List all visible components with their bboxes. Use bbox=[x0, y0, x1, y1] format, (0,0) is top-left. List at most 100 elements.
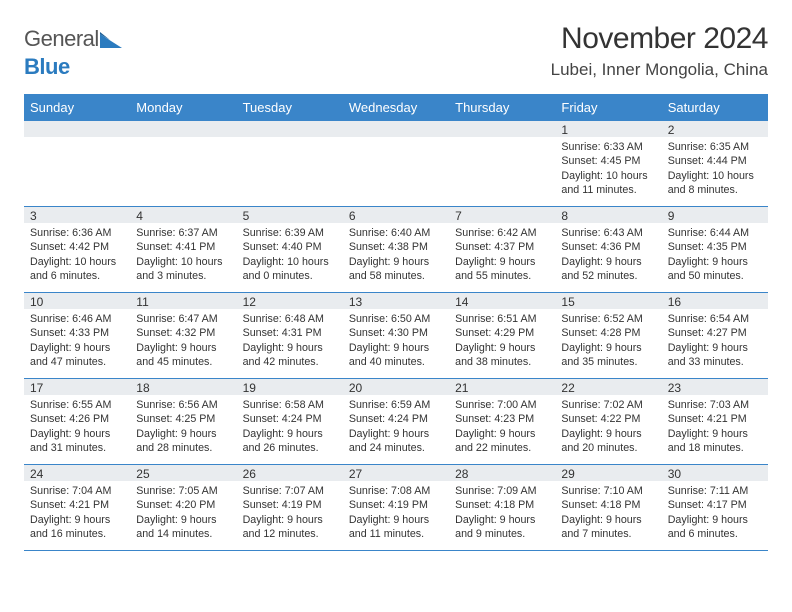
day-number bbox=[24, 121, 130, 137]
flag-icon bbox=[100, 28, 122, 54]
day-details: Sunrise: 6:37 AMSunset: 4:41 PMDaylight:… bbox=[130, 223, 236, 288]
day-number: 9 bbox=[662, 207, 768, 223]
weekday-header: Saturday bbox=[662, 95, 768, 121]
brand-name-part2: Blue bbox=[24, 54, 70, 79]
title-block: November 2024 Lubei, Inner Mongolia, Chi… bbox=[551, 22, 768, 80]
weekday-header: Tuesday bbox=[237, 95, 343, 121]
day-number: 22 bbox=[555, 379, 661, 395]
calendar-day-cell: 9Sunrise: 6:44 AMSunset: 4:35 PMDaylight… bbox=[662, 207, 768, 293]
day-number: 30 bbox=[662, 465, 768, 481]
calendar-head: SundayMondayTuesdayWednesdayThursdayFrid… bbox=[24, 95, 768, 121]
day-number bbox=[449, 121, 555, 137]
day-number: 20 bbox=[343, 379, 449, 395]
day-number: 24 bbox=[24, 465, 130, 481]
day-details: Sunrise: 6:44 AMSunset: 4:35 PMDaylight:… bbox=[662, 223, 768, 288]
calendar-day-cell: 24Sunrise: 7:04 AMSunset: 4:21 PMDayligh… bbox=[24, 465, 130, 551]
calendar-day-cell: 11Sunrise: 6:47 AMSunset: 4:32 PMDayligh… bbox=[130, 293, 236, 379]
calendar-day-cell: 6Sunrise: 6:40 AMSunset: 4:38 PMDaylight… bbox=[343, 207, 449, 293]
day-details: Sunrise: 6:46 AMSunset: 4:33 PMDaylight:… bbox=[24, 309, 130, 374]
day-details: Sunrise: 6:48 AMSunset: 4:31 PMDaylight:… bbox=[237, 309, 343, 374]
calendar-week-row: 10Sunrise: 6:46 AMSunset: 4:33 PMDayligh… bbox=[24, 293, 768, 379]
calendar-day-cell: 16Sunrise: 6:54 AMSunset: 4:27 PMDayligh… bbox=[662, 293, 768, 379]
day-details: Sunrise: 7:05 AMSunset: 4:20 PMDaylight:… bbox=[130, 481, 236, 546]
day-details: Sunrise: 6:42 AMSunset: 4:37 PMDaylight:… bbox=[449, 223, 555, 288]
calendar-day-cell bbox=[449, 121, 555, 207]
day-details: Sunrise: 7:00 AMSunset: 4:23 PMDaylight:… bbox=[449, 395, 555, 460]
calendar-day-cell: 4Sunrise: 6:37 AMSunset: 4:41 PMDaylight… bbox=[130, 207, 236, 293]
calendar-day-cell: 21Sunrise: 7:00 AMSunset: 4:23 PMDayligh… bbox=[449, 379, 555, 465]
day-details: Sunrise: 7:11 AMSunset: 4:17 PMDaylight:… bbox=[662, 481, 768, 546]
calendar-day-cell: 28Sunrise: 7:09 AMSunset: 4:18 PMDayligh… bbox=[449, 465, 555, 551]
weekday-header: Thursday bbox=[449, 95, 555, 121]
calendar-day-cell: 30Sunrise: 7:11 AMSunset: 4:17 PMDayligh… bbox=[662, 465, 768, 551]
calendar-day-cell: 14Sunrise: 6:51 AMSunset: 4:29 PMDayligh… bbox=[449, 293, 555, 379]
day-number: 17 bbox=[24, 379, 130, 395]
day-details: Sunrise: 6:52 AMSunset: 4:28 PMDaylight:… bbox=[555, 309, 661, 374]
calendar-day-cell bbox=[343, 121, 449, 207]
calendar-week-row: 24Sunrise: 7:04 AMSunset: 4:21 PMDayligh… bbox=[24, 465, 768, 551]
day-number: 15 bbox=[555, 293, 661, 309]
day-number: 26 bbox=[237, 465, 343, 481]
day-number: 16 bbox=[662, 293, 768, 309]
day-number: 6 bbox=[343, 207, 449, 223]
calendar-week-row: 3Sunrise: 6:36 AMSunset: 4:42 PMDaylight… bbox=[24, 207, 768, 293]
day-details: Sunrise: 7:02 AMSunset: 4:22 PMDaylight:… bbox=[555, 395, 661, 460]
day-details: Sunrise: 7:03 AMSunset: 4:21 PMDaylight:… bbox=[662, 395, 768, 460]
day-number: 4 bbox=[130, 207, 236, 223]
calendar-day-cell: 18Sunrise: 6:56 AMSunset: 4:25 PMDayligh… bbox=[130, 379, 236, 465]
day-details: Sunrise: 6:33 AMSunset: 4:45 PMDaylight:… bbox=[555, 137, 661, 202]
calendar-table: SundayMondayTuesdayWednesdayThursdayFrid… bbox=[24, 94, 768, 551]
day-number: 10 bbox=[24, 293, 130, 309]
weekday-header: Sunday bbox=[24, 95, 130, 121]
day-details: Sunrise: 7:04 AMSunset: 4:21 PMDaylight:… bbox=[24, 481, 130, 546]
day-details: Sunrise: 7:09 AMSunset: 4:18 PMDaylight:… bbox=[449, 481, 555, 546]
calendar-day-cell: 23Sunrise: 7:03 AMSunset: 4:21 PMDayligh… bbox=[662, 379, 768, 465]
calendar-day-cell: 10Sunrise: 6:46 AMSunset: 4:33 PMDayligh… bbox=[24, 293, 130, 379]
brand-name-part1: General bbox=[24, 26, 99, 51]
calendar-day-cell bbox=[237, 121, 343, 207]
calendar-day-cell bbox=[130, 121, 236, 207]
day-details: Sunrise: 7:10 AMSunset: 4:18 PMDaylight:… bbox=[555, 481, 661, 546]
day-details: Sunrise: 6:50 AMSunset: 4:30 PMDaylight:… bbox=[343, 309, 449, 374]
calendar-page: General Blue November 2024 Lubei, Inner M… bbox=[0, 0, 792, 561]
day-details: Sunrise: 6:35 AMSunset: 4:44 PMDaylight:… bbox=[662, 137, 768, 202]
weekday-row: SundayMondayTuesdayWednesdayThursdayFrid… bbox=[24, 95, 768, 121]
weekday-header: Friday bbox=[555, 95, 661, 121]
day-number: 5 bbox=[237, 207, 343, 223]
calendar-day-cell: 29Sunrise: 7:10 AMSunset: 4:18 PMDayligh… bbox=[555, 465, 661, 551]
day-details: Sunrise: 6:36 AMSunset: 4:42 PMDaylight:… bbox=[24, 223, 130, 288]
calendar-day-cell: 15Sunrise: 6:52 AMSunset: 4:28 PMDayligh… bbox=[555, 293, 661, 379]
calendar-day-cell: 8Sunrise: 6:43 AMSunset: 4:36 PMDaylight… bbox=[555, 207, 661, 293]
day-number bbox=[343, 121, 449, 137]
day-number: 21 bbox=[449, 379, 555, 395]
calendar-day-cell: 12Sunrise: 6:48 AMSunset: 4:31 PMDayligh… bbox=[237, 293, 343, 379]
weekday-header: Monday bbox=[130, 95, 236, 121]
calendar-body: 1Sunrise: 6:33 AMSunset: 4:45 PMDaylight… bbox=[24, 121, 768, 551]
weekday-header: Wednesday bbox=[343, 95, 449, 121]
day-number: 28 bbox=[449, 465, 555, 481]
month-title: November 2024 bbox=[551, 22, 768, 56]
calendar-day-cell bbox=[24, 121, 130, 207]
day-details: Sunrise: 6:55 AMSunset: 4:26 PMDaylight:… bbox=[24, 395, 130, 460]
calendar-day-cell: 3Sunrise: 6:36 AMSunset: 4:42 PMDaylight… bbox=[24, 207, 130, 293]
calendar-day-cell: 22Sunrise: 7:02 AMSunset: 4:22 PMDayligh… bbox=[555, 379, 661, 465]
calendar-day-cell: 2Sunrise: 6:35 AMSunset: 4:44 PMDaylight… bbox=[662, 121, 768, 207]
calendar-day-cell: 27Sunrise: 7:08 AMSunset: 4:19 PMDayligh… bbox=[343, 465, 449, 551]
day-number: 1 bbox=[555, 121, 661, 137]
day-number: 12 bbox=[237, 293, 343, 309]
day-number: 13 bbox=[343, 293, 449, 309]
day-details: Sunrise: 6:47 AMSunset: 4:32 PMDaylight:… bbox=[130, 309, 236, 374]
day-number: 19 bbox=[237, 379, 343, 395]
day-number bbox=[130, 121, 236, 137]
calendar-day-cell: 13Sunrise: 6:50 AMSunset: 4:30 PMDayligh… bbox=[343, 293, 449, 379]
day-number: 14 bbox=[449, 293, 555, 309]
day-details: Sunrise: 6:54 AMSunset: 4:27 PMDaylight:… bbox=[662, 309, 768, 374]
day-number: 11 bbox=[130, 293, 236, 309]
day-details: Sunrise: 6:40 AMSunset: 4:38 PMDaylight:… bbox=[343, 223, 449, 288]
day-number: 18 bbox=[130, 379, 236, 395]
day-details: Sunrise: 7:08 AMSunset: 4:19 PMDaylight:… bbox=[343, 481, 449, 546]
day-number: 3 bbox=[24, 207, 130, 223]
day-number: 8 bbox=[555, 207, 661, 223]
day-number bbox=[237, 121, 343, 137]
day-details: Sunrise: 6:43 AMSunset: 4:36 PMDaylight:… bbox=[555, 223, 661, 288]
